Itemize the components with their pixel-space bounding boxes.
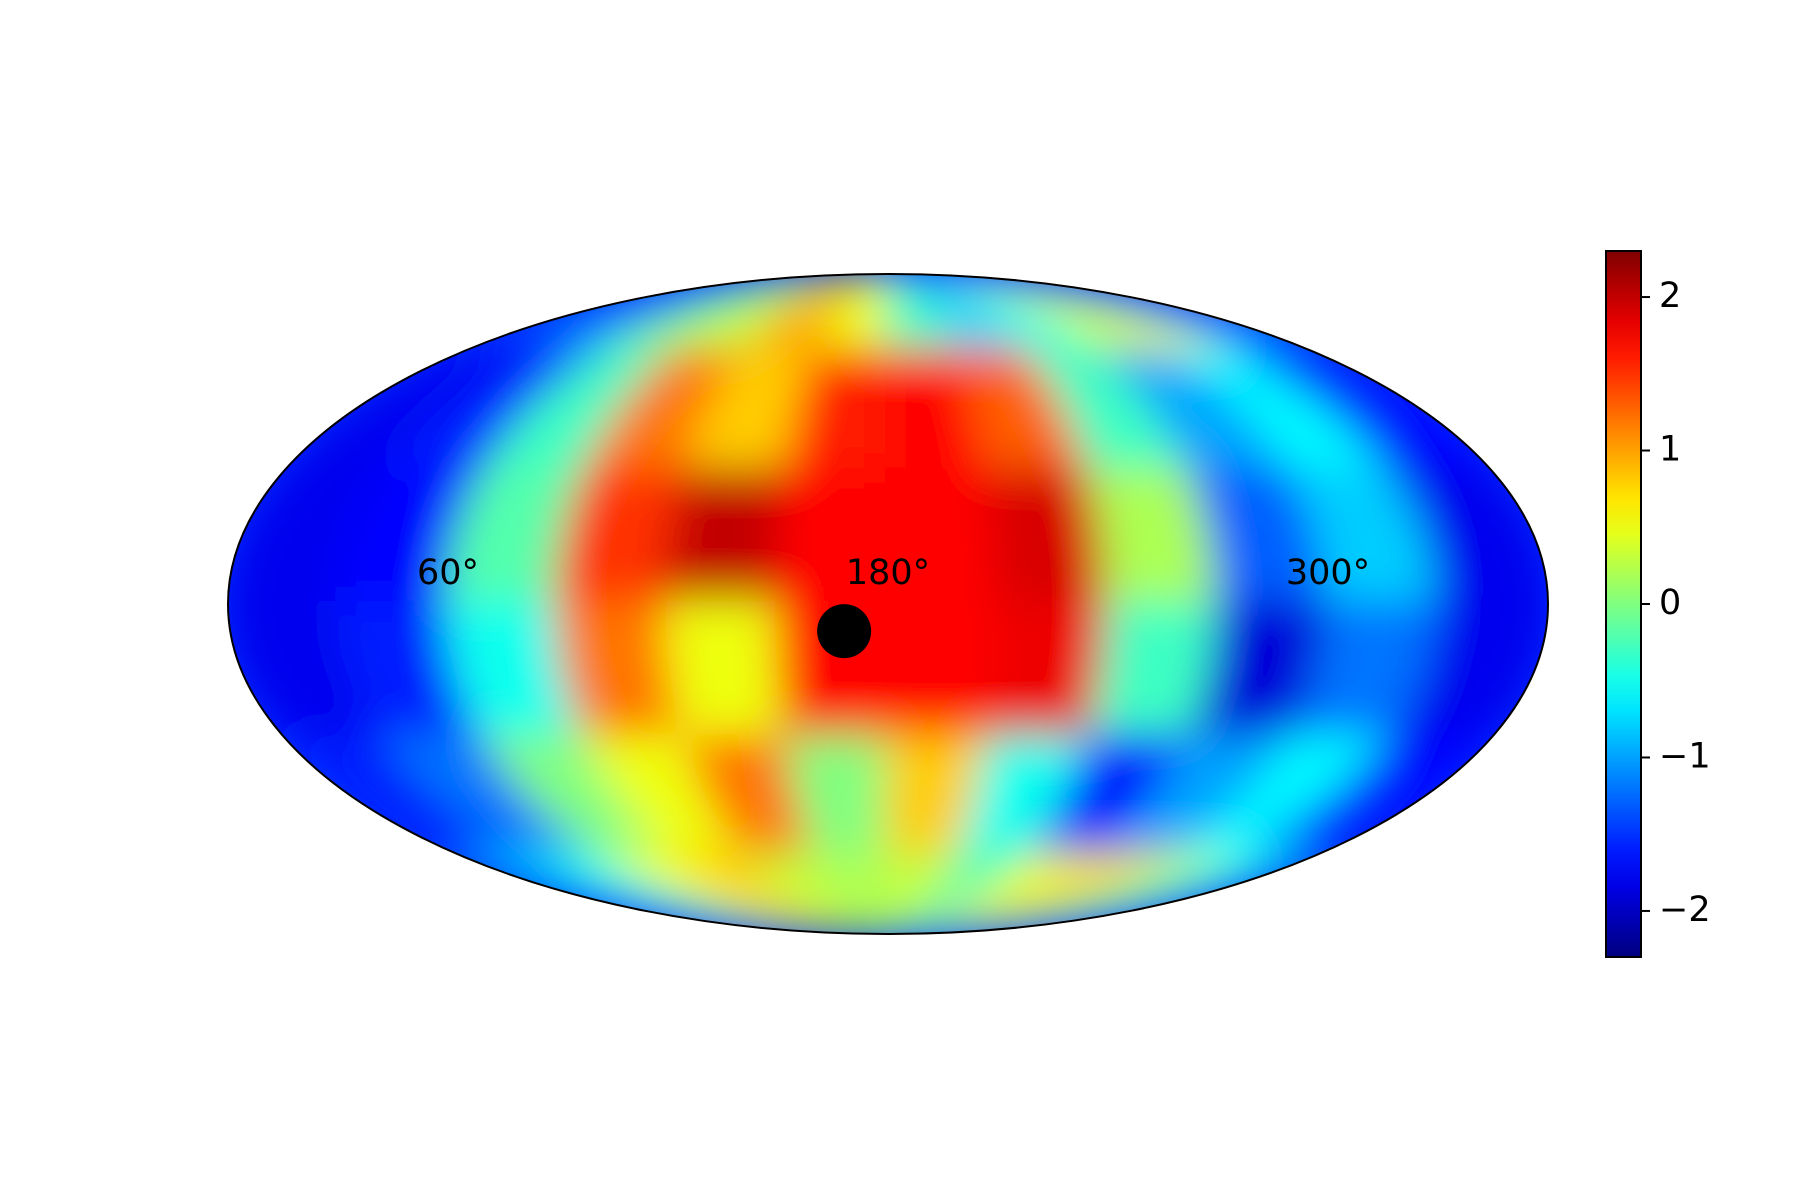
cells	[228, 274, 1548, 934]
colorbar-tick-label: −2	[1659, 890, 1711, 930]
x-tick-label: 300°	[1286, 553, 1370, 593]
map-border	[227, 273, 1549, 935]
x-tick-label: 180°	[846, 553, 930, 593]
cell	[985, 601, 1112, 741]
colorbar-tick-label: 2	[1659, 276, 1681, 316]
colorbar-tick-label: 1	[1659, 430, 1681, 470]
colorbar	[1605, 250, 1642, 958]
cell	[664, 601, 791, 741]
cell	[885, 601, 1002, 741]
cell	[985, 467, 1112, 607]
colorbar-tick-label: −1	[1659, 736, 1711, 776]
cell	[664, 467, 791, 607]
map	[228, 274, 1548, 934]
marker	[817, 604, 872, 659]
x-tick-label: 60°	[417, 553, 479, 593]
colorbar-tick-label: 0	[1659, 583, 1681, 623]
cell	[1385, 467, 1548, 607]
overlay: 60° 180° 300° −2 −1 0 1 2	[417, 250, 1711, 958]
